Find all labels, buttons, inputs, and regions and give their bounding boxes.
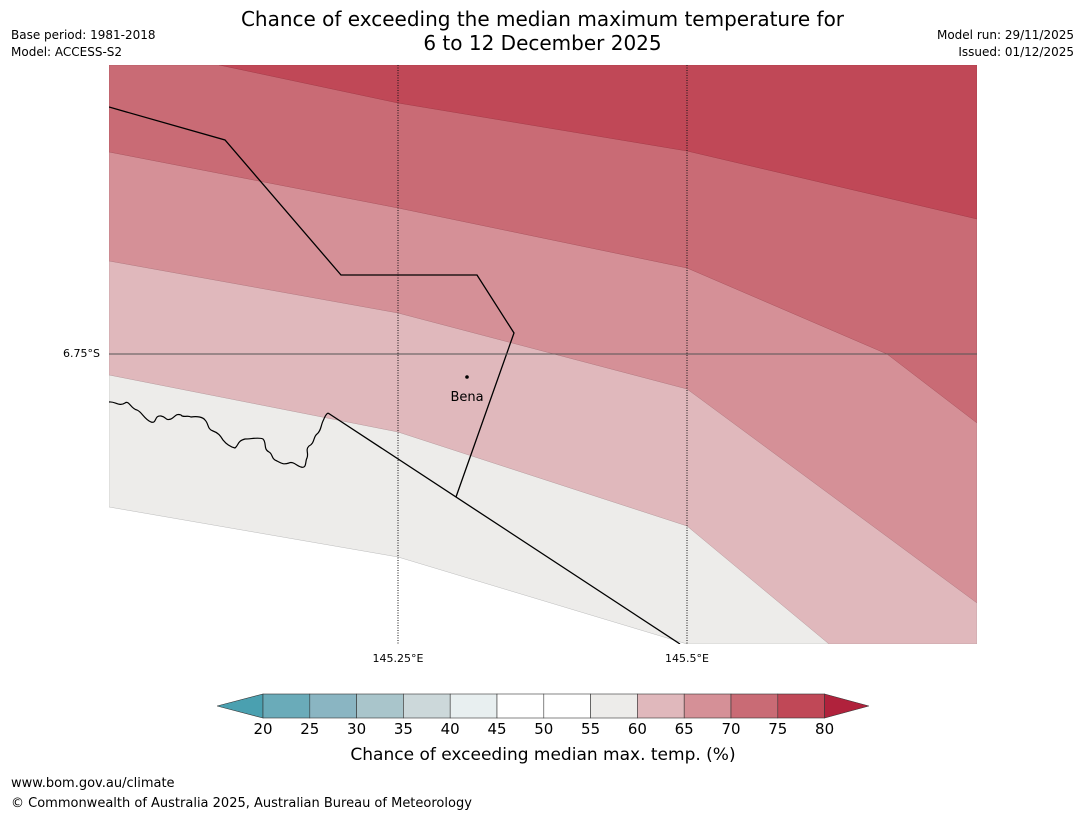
colorbar-tick-35: 35 [393,720,413,738]
colorbar-tick-80: 80 [815,720,835,738]
colorbar-tick-55: 55 [581,720,601,738]
colorbar-cell-45-50 [496,693,545,719]
province-boundary [109,106,515,498]
lon-label-145-5: 145.5°E [665,652,709,665]
colorbar-cell-70-75 [730,693,779,719]
colorbar-cell-50-55 [543,693,591,719]
coastline [109,401,329,468]
colorbar-cell-55-60 [590,693,638,719]
town-label-bena: Bena [450,390,483,405]
province-boundary-south [327,412,681,644]
colorbar-tick-20: 20 [253,720,273,738]
colorbar [217,693,869,719]
issued-date: Issued: 01/12/2025 [958,45,1074,59]
colorbar-label: Chance of exceeding median max. temp. (%… [350,745,736,765]
colorbar-tick-60: 60 [627,720,647,738]
colorbar-cell-65-70 [683,693,732,719]
footer-url[interactable]: www.bom.gov.au/climate [11,776,175,791]
colorbar-tick-65: 65 [674,720,694,738]
colorbar-arrow-low [217,693,264,719]
colorbar-cell-35-40 [403,693,451,719]
colorbar-cell-60-65 [637,693,685,719]
title-line-2: 6 to 12 December 2025 [423,31,662,55]
title-line-1: Chance of exceeding the median maximum t… [240,7,845,31]
forecast-map[interactable]: Bena [109,65,977,644]
base-period: Base period: 1981-2018 [11,28,156,42]
colorbar-tick-25: 25 [300,720,320,738]
colorbar-tick-45: 45 [487,720,507,738]
colorbar-tick-70: 70 [721,720,741,738]
colorbar-cell-40-45 [449,693,498,719]
map-title: Chance of exceeding the median maximum t… [0,7,1085,55]
lon-label-145-25: 145.25°E [372,652,424,665]
model-info: Base period: 1981-2018 Model: ACCESS-S2 [11,27,156,61]
model-run: Model run: 29/11/2025 [936,28,1074,42]
colorbar-cell-75-80 [777,693,825,719]
colorbar-tick-75: 75 [768,720,788,738]
lat-label: 6.75°S [63,347,100,360]
colorbar-tick-30: 30 [347,720,367,738]
colorbar-tick-50: 50 [534,720,554,738]
footer-copyright: © Commonwealth of Australia 2025, Austra… [11,796,472,811]
town-marker-bena[interactable] [465,375,469,379]
colorbar-arrow-high [824,693,869,719]
colorbar-cell-30-35 [356,693,404,719]
colorbar-tick-40: 40 [440,720,460,738]
colorbar-cell-20-25 [262,693,311,719]
band-75-80 [218,65,977,220]
model-name: Model: ACCESS-S2 [11,45,123,59]
colorbar-cell-25-30 [309,693,357,719]
run-info: Model run: 29/11/2025 Issued: 01/12/2025 [937,27,1074,61]
